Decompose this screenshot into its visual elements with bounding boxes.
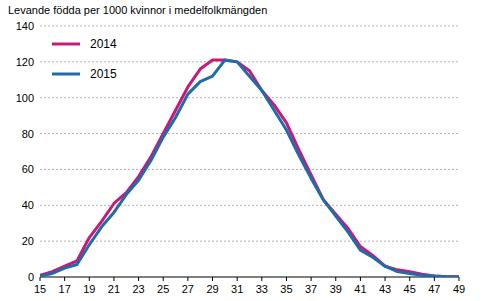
x-tick-label: 45 bbox=[404, 283, 416, 295]
grid-line bbox=[40, 169, 459, 170]
y-tick-label: 20 bbox=[22, 235, 34, 247]
x-tick bbox=[311, 277, 312, 281]
x-tick bbox=[335, 277, 336, 281]
grid-line bbox=[40, 133, 459, 134]
x-tick-label: 21 bbox=[108, 283, 120, 295]
legend-swatch bbox=[52, 43, 80, 46]
x-tick bbox=[40, 277, 41, 281]
grid-line bbox=[40, 61, 459, 62]
x-tick bbox=[138, 277, 139, 281]
x-tick-label: 19 bbox=[83, 283, 95, 295]
x-tick bbox=[385, 277, 386, 281]
x-tick-label: 29 bbox=[206, 283, 218, 295]
y-tick-label: 80 bbox=[22, 128, 34, 140]
x-tick-label: 23 bbox=[132, 283, 144, 295]
grid-line bbox=[40, 97, 459, 98]
grid-line bbox=[40, 26, 459, 27]
series-line bbox=[40, 60, 459, 277]
x-tick bbox=[163, 277, 164, 281]
y-tick-label: 60 bbox=[22, 163, 34, 175]
title: Levande födda per 1000 kvinnor i medelfo… bbox=[8, 4, 267, 16]
x-tick bbox=[187, 277, 188, 281]
legend-label: 2015 bbox=[90, 67, 117, 81]
x-tick-label: 27 bbox=[182, 283, 194, 295]
x-tick-label: 47 bbox=[428, 283, 440, 295]
plot-area bbox=[40, 60, 459, 277]
grid-line bbox=[40, 241, 459, 242]
x-tick bbox=[409, 277, 410, 281]
x-tick bbox=[89, 277, 90, 281]
y-tick-label: 40 bbox=[22, 199, 34, 211]
x-tick bbox=[113, 277, 114, 281]
x-axis bbox=[40, 277, 459, 278]
x-tick bbox=[459, 277, 460, 281]
chart: Levande födda per 1000 kvinnor i medelfo… bbox=[0, 0, 491, 301]
x-tick-label: 41 bbox=[354, 283, 366, 295]
legend-swatch bbox=[52, 73, 80, 76]
y-tick-label: 0 bbox=[28, 271, 34, 283]
x-tick bbox=[237, 277, 238, 281]
x-tick-label: 39 bbox=[330, 283, 342, 295]
series-line bbox=[40, 60, 459, 277]
x-tick-label: 49 bbox=[453, 283, 465, 295]
x-tick-label: 37 bbox=[305, 283, 317, 295]
grid-line bbox=[40, 205, 459, 206]
y-tick-label: 100 bbox=[16, 92, 34, 104]
x-tick bbox=[212, 277, 213, 281]
x-tick-label: 15 bbox=[34, 283, 46, 295]
x-tick-label: 17 bbox=[59, 283, 71, 295]
x-tick bbox=[286, 277, 287, 281]
x-tick bbox=[64, 277, 65, 281]
legend-label: 2014 bbox=[90, 37, 117, 51]
y-tick-label: 120 bbox=[16, 56, 34, 68]
y-tick-label: 140 bbox=[16, 20, 34, 32]
x-tick-label: 35 bbox=[280, 283, 292, 295]
x-tick-label: 43 bbox=[379, 283, 391, 295]
x-tick bbox=[261, 277, 262, 281]
x-tick bbox=[434, 277, 435, 281]
x-tick-label: 25 bbox=[157, 283, 169, 295]
x-tick bbox=[360, 277, 361, 281]
x-tick-label: 31 bbox=[231, 283, 243, 295]
x-tick-label: 33 bbox=[256, 283, 268, 295]
